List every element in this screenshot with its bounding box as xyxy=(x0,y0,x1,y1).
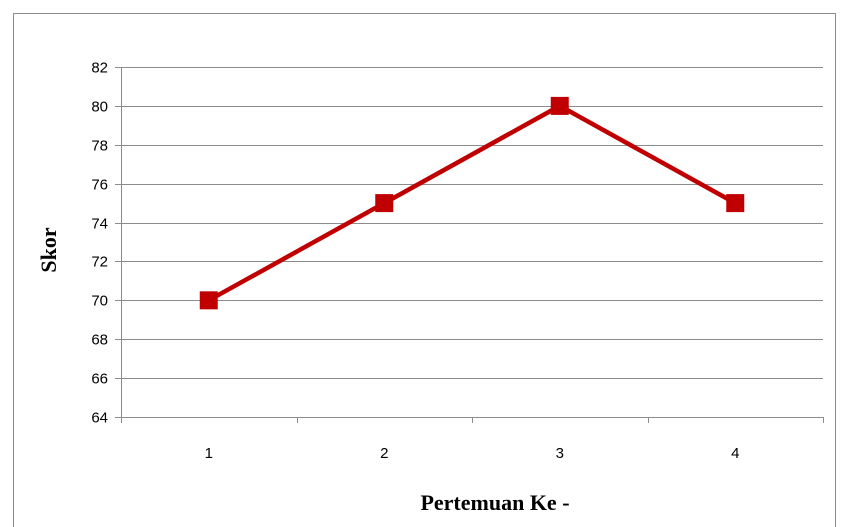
x-tick-labels: 1 2 3 4 xyxy=(205,445,740,462)
y-tick-label: 80 xyxy=(91,99,108,116)
y-tick-label: 64 xyxy=(91,410,108,427)
x-tick-label: 4 xyxy=(731,445,739,462)
y-tick-label: 82 xyxy=(91,60,108,77)
x-tick-label: 3 xyxy=(556,445,564,462)
y-tick-label: 66 xyxy=(91,371,108,388)
y-tick-label: 78 xyxy=(91,138,108,155)
y-tick-labels: 64 66 68 70 72 74 76 78 80 82 xyxy=(91,60,108,427)
y-tick-label: 72 xyxy=(91,254,108,271)
data-point-marker xyxy=(199,291,218,310)
x-axis-title: Pertemuan Ke - xyxy=(420,490,569,515)
y-axis-title: Skor xyxy=(36,227,61,272)
gridlines xyxy=(115,67,824,423)
y-tick-label: 76 xyxy=(91,177,108,194)
data-point-marker xyxy=(726,194,745,213)
chart-frame xyxy=(13,13,836,527)
y-tick-label: 68 xyxy=(91,332,108,349)
data-point-marker xyxy=(375,194,394,213)
series-lines xyxy=(207,103,737,303)
x-tick-label: 1 xyxy=(205,445,213,462)
y-tick-label: 74 xyxy=(91,216,108,233)
series-markers xyxy=(199,96,745,310)
series-line xyxy=(207,103,737,303)
x-tick-label: 2 xyxy=(380,445,388,462)
y-tick-label: 70 xyxy=(91,293,108,310)
data-point-marker xyxy=(550,96,569,115)
